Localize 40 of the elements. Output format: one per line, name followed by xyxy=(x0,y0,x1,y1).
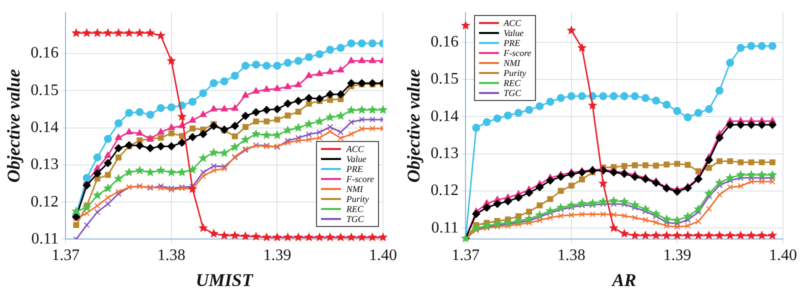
y-tick-label: 0.16 xyxy=(430,34,459,51)
legend-label: REC xyxy=(346,204,364,214)
y-tick-label: 0.13 xyxy=(430,144,459,162)
x-tick-label: 1.39 xyxy=(263,247,292,264)
legend-label: NMI xyxy=(504,58,520,68)
legend-label: F-score xyxy=(346,174,374,184)
y-tick-label: 0.15 xyxy=(30,82,59,99)
x-tick-label: 1.38 xyxy=(557,247,586,264)
legend-label: Purity xyxy=(504,68,526,78)
legend-label: PRE xyxy=(504,38,520,48)
x-axis-title: UMIST xyxy=(196,270,254,290)
y-tick-label: 0.12 xyxy=(30,193,59,210)
y-tick-label: 0.16 xyxy=(30,44,59,62)
legend-label: TGC xyxy=(504,88,522,98)
legend-label: Purity xyxy=(346,194,369,204)
legend-label: PRE xyxy=(346,164,363,174)
legend-label: F-score xyxy=(504,48,532,58)
x-tick-label: 1.40 xyxy=(369,247,397,264)
legend-label: Value xyxy=(504,28,524,38)
y-tick-label: 0.14 xyxy=(430,108,459,125)
legend-label: NMI xyxy=(346,184,363,194)
y-axis-title: Objective value xyxy=(3,69,24,183)
y-tick-label: 0.15 xyxy=(430,70,459,88)
y-tick-label: 0.12 xyxy=(430,182,459,200)
x-tick-label: 1.37 xyxy=(452,247,480,264)
y-tick-label: 0.14 xyxy=(30,118,59,136)
y-tick-label: 0.11 xyxy=(431,219,459,236)
legend-label: REC xyxy=(504,78,521,88)
x-tick-label: 1.38 xyxy=(157,247,186,264)
legend-label: Value xyxy=(346,154,366,164)
legend-label: ACC xyxy=(346,144,364,154)
y-tick-label: 0.11 xyxy=(31,230,59,248)
legend-label: TGC xyxy=(346,214,364,224)
x-tick-label: 1.37 xyxy=(52,247,80,264)
x-tick-label: 1.40 xyxy=(769,247,797,264)
x-tick-label: 1.39 xyxy=(663,247,692,264)
y-tick-label: 0.13 xyxy=(30,156,59,174)
legend-label: ACC xyxy=(504,18,522,28)
y-axis-title: Objective value xyxy=(403,69,424,183)
x-axis-title: AR xyxy=(611,270,636,290)
